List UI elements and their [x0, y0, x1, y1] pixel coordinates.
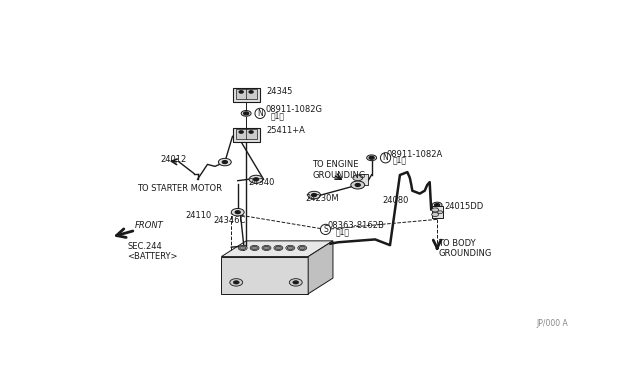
Circle shape: [240, 246, 246, 250]
Circle shape: [289, 279, 302, 286]
Bar: [232, 128, 260, 142]
Text: 25411+A: 25411+A: [266, 126, 305, 135]
Circle shape: [351, 181, 365, 189]
Circle shape: [431, 208, 438, 212]
Text: （1）: （1）: [336, 227, 350, 236]
Polygon shape: [221, 257, 308, 294]
Circle shape: [353, 175, 363, 181]
Text: 24080: 24080: [383, 196, 409, 205]
Circle shape: [292, 280, 299, 284]
Bar: [431, 206, 443, 218]
Circle shape: [431, 212, 438, 217]
Circle shape: [300, 246, 305, 250]
Circle shape: [231, 208, 244, 216]
Circle shape: [287, 246, 293, 250]
Circle shape: [238, 246, 247, 250]
Bar: [236, 129, 246, 140]
Text: 24340: 24340: [249, 178, 275, 187]
Circle shape: [222, 161, 227, 164]
Bar: [359, 174, 368, 185]
Circle shape: [262, 246, 271, 250]
Circle shape: [250, 246, 259, 250]
Text: FRONT: FRONT: [134, 221, 163, 231]
Circle shape: [233, 280, 239, 284]
Circle shape: [298, 246, 307, 250]
Circle shape: [308, 191, 321, 199]
Bar: [246, 89, 257, 99]
Bar: [246, 129, 257, 140]
Text: 24230M: 24230M: [306, 194, 339, 203]
Text: 24012: 24012: [161, 155, 187, 164]
Circle shape: [252, 246, 257, 250]
Circle shape: [369, 156, 374, 159]
Circle shape: [435, 203, 440, 206]
Circle shape: [438, 211, 443, 214]
Polygon shape: [308, 241, 333, 294]
Polygon shape: [221, 241, 333, 257]
Text: SEC.244
<BATTERY>: SEC.244 <BATTERY>: [127, 242, 178, 261]
Text: TO STARTER MOTOR: TO STARTER MOTOR: [137, 184, 222, 193]
Circle shape: [249, 175, 263, 183]
Bar: [236, 89, 246, 99]
Circle shape: [264, 246, 269, 250]
Text: TO ENGINE
GROUNDING: TO ENGINE GROUNDING: [312, 160, 365, 180]
Text: （1）: （1）: [271, 111, 285, 120]
Text: 24345: 24345: [266, 87, 292, 96]
Text: 08911-1082A: 08911-1082A: [387, 150, 443, 158]
Circle shape: [274, 246, 283, 250]
Text: （1）: （1）: [392, 155, 406, 164]
Circle shape: [236, 211, 240, 214]
Text: TO BODY
GROUNDING: TO BODY GROUNDING: [438, 239, 492, 258]
Circle shape: [230, 279, 243, 286]
Circle shape: [244, 112, 248, 115]
Circle shape: [286, 246, 295, 250]
Text: N: N: [257, 109, 263, 118]
Text: 24110: 24110: [185, 211, 211, 219]
Circle shape: [218, 158, 231, 166]
Text: 08911-1082G: 08911-1082G: [266, 105, 323, 114]
Bar: [232, 87, 260, 102]
Circle shape: [355, 183, 360, 186]
Text: S: S: [323, 225, 328, 234]
Text: 24346C: 24346C: [213, 216, 245, 225]
Circle shape: [239, 131, 243, 133]
Circle shape: [239, 91, 243, 93]
Circle shape: [253, 178, 259, 181]
Circle shape: [249, 131, 253, 133]
Text: N: N: [383, 153, 388, 162]
Circle shape: [241, 110, 251, 116]
Circle shape: [275, 246, 282, 250]
Text: 24015DD: 24015DD: [445, 202, 484, 211]
Text: 08363-8162B: 08363-8162B: [328, 221, 385, 231]
Circle shape: [367, 155, 376, 161]
Text: JP/000 A: JP/000 A: [537, 320, 568, 328]
Circle shape: [249, 91, 253, 93]
Circle shape: [432, 202, 442, 208]
Circle shape: [312, 193, 317, 196]
